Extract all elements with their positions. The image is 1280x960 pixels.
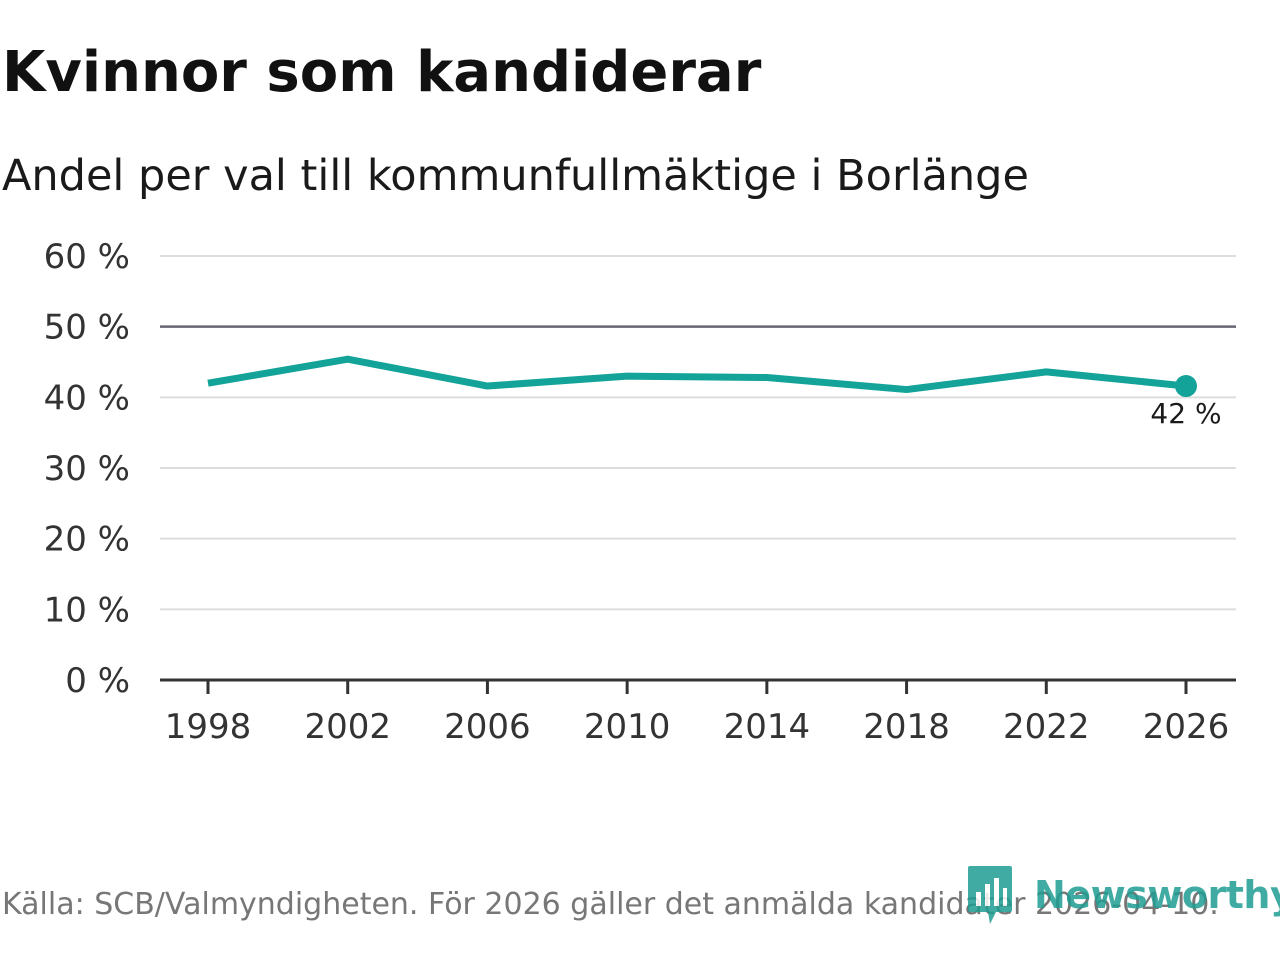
chart-subtitle: Andel per val till kommunfullmäktige i B… bbox=[2, 151, 1029, 201]
bar-chart-icon bbox=[968, 866, 1012, 924]
end-point-marker bbox=[1175, 375, 1197, 398]
y-tick-label: 0 % bbox=[65, 661, 130, 701]
y-tick-label: 50 % bbox=[44, 308, 130, 348]
x-tick-label: 1998 bbox=[165, 707, 252, 747]
x-tick-label: 2022 bbox=[1003, 707, 1090, 747]
x-tick-label: 2018 bbox=[863, 707, 950, 747]
newsworthy-logo: Newsworthy bbox=[966, 864, 1280, 926]
x-tick-label: 2006 bbox=[444, 707, 531, 747]
x-tick-label: 2010 bbox=[584, 707, 671, 747]
series-line bbox=[207, 355, 1187, 394]
labels: 0 % 10 % 20 % 30 % 40 % 50 % 60 % 1998 2002 2006 2… bbox=[44, 237, 1230, 747]
axes bbox=[160, 678, 1236, 694]
x-tick-label: 2026 bbox=[1143, 707, 1230, 747]
end-value-label: 42 % bbox=[1150, 397, 1221, 430]
x-tick-label: 2014 bbox=[724, 707, 811, 747]
y-tick-label: 10 % bbox=[44, 590, 130, 630]
y-tick-label: 20 % bbox=[44, 520, 130, 560]
y-tick-label: 40 % bbox=[44, 378, 130, 418]
gridlines bbox=[160, 255, 1236, 611]
x-tick-label: 2002 bbox=[304, 707, 391, 747]
series bbox=[207, 355, 1197, 398]
logo-text: Newsworthy bbox=[1034, 873, 1280, 917]
chart-title: Kvinnor som kandiderar bbox=[2, 40, 762, 105]
y-tick-label: 30 % bbox=[44, 449, 130, 489]
y-tick-label: 60 % bbox=[44, 237, 130, 277]
source-note: Källa: SCB/Valmyndigheten. För 2026 gäll… bbox=[2, 887, 1219, 922]
